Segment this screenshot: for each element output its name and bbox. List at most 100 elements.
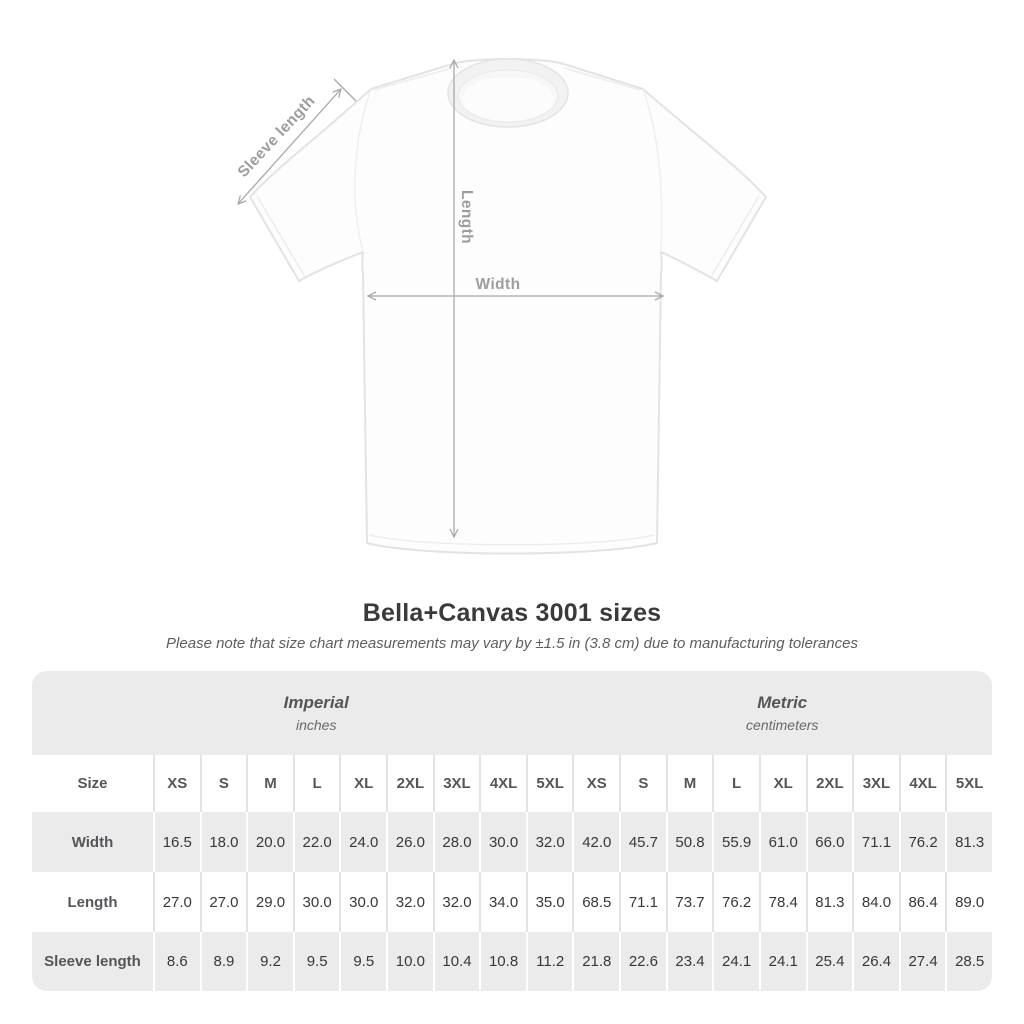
width-label: Width: [475, 276, 521, 293]
size-header-cell: 5XL: [945, 755, 992, 812]
value-cell: 30.0: [292, 872, 340, 932]
value-cell: 8.9: [199, 932, 247, 991]
value-cell: 10.8: [479, 932, 526, 991]
value-cell: 42.0: [572, 812, 619, 872]
size-header-cell: 3XL: [852, 755, 899, 812]
value-cell: 22.0: [292, 812, 340, 872]
tshirt-cuff-stitch-left: [256, 195, 306, 278]
unit-group-header-row: Imperial inches Metric centimeters: [32, 671, 992, 755]
tshirt-shoulder-seam-right: [563, 67, 641, 91]
size-header-cell: 2XL: [386, 755, 433, 812]
size-header-cell: S: [199, 755, 247, 812]
size-header-cell: XS: [153, 755, 200, 812]
value-cell: 20.0: [246, 812, 293, 872]
size-header-cell: XL: [339, 755, 386, 812]
value-cell: 8.6: [153, 932, 200, 991]
tshirt-cuff-stitch-right: [710, 195, 760, 278]
value-cell: 27.0: [199, 872, 247, 932]
tshirt-body: [249, 58, 767, 555]
sleeve-shoulder-tick: [333, 78, 357, 102]
page-subtitle: Please note that size chart measurements…: [166, 635, 858, 652]
value-cell: 10.0: [386, 932, 433, 991]
value-cell: 35.0: [525, 872, 573, 932]
value-cell: 30.0: [339, 872, 386, 932]
metric-label: Metric: [757, 693, 808, 712]
row-label: Width: [71, 833, 114, 851]
tshirt-illustration: [0, 58, 767, 555]
value-cell: 22.6: [619, 932, 666, 991]
value-cell: 71.1: [852, 812, 899, 872]
size-header-cell: 2XL: [805, 755, 853, 812]
metric-group-header: Metric centimeters: [572, 671, 992, 755]
value-cell: 84.0: [852, 872, 899, 932]
value-cell: 50.8: [665, 812, 713, 872]
size-header-cell: M: [246, 755, 293, 812]
size-header-cell: L: [292, 755, 340, 812]
value-cell: 32.0: [525, 812, 573, 872]
value-cell: 28.0: [432, 812, 480, 872]
value-cell: 26.4: [852, 932, 899, 991]
metric-unit-label: centimeters: [746, 717, 819, 733]
value-cell: 27.0: [153, 872, 200, 932]
size-header-cell: 3XL: [432, 755, 480, 812]
value-cell: 45.7: [619, 812, 666, 872]
size-header-row: Size XS S M L XL 2XL 3XL 4XL 5XL XS S M …: [32, 755, 992, 812]
sleeve-length-arrow: [238, 89, 341, 204]
size-header-cell: 4XL: [898, 755, 946, 812]
row-label: Sleeve length: [44, 953, 141, 970]
value-cell: 9.2: [246, 932, 293, 991]
size-header-cell: 5XL: [525, 755, 573, 812]
value-cell: 29.0: [246, 872, 293, 932]
tshirt-armhole-seam-right: [642, 88, 663, 253]
imperial-unit-label: inches: [295, 717, 337, 733]
value-cell: 81.3: [805, 872, 853, 932]
value-cell: 10.4: [432, 932, 480, 991]
value-cell: 68.5: [572, 872, 619, 932]
value-cell: 76.2: [898, 812, 946, 872]
value-cell: 30.0: [479, 812, 526, 872]
value-cell: 18.0: [199, 812, 247, 872]
value-cell: 25.4: [805, 932, 853, 991]
value-cell: 32.0: [432, 872, 480, 932]
tshirt-armhole-seam-left: [354, 88, 372, 253]
value-cell: 71.1: [619, 872, 666, 932]
value-cell: 76.2: [712, 872, 759, 932]
length-row: Length 27.0 27.0 29.0 30.0 30.0 32.0 32.…: [32, 872, 992, 932]
value-cell: 55.9: [712, 812, 759, 872]
value-cell: 32.0: [386, 872, 433, 932]
value-cell: 11.2: [525, 932, 573, 991]
size-header-cell: L: [712, 755, 759, 812]
value-cell: 34.0: [479, 872, 526, 932]
value-cell: 73.7: [665, 872, 713, 932]
tshirt-shoulder-seam-left: [373, 67, 453, 91]
value-cell: 66.0: [805, 812, 853, 872]
value-cell: 27.4: [898, 932, 946, 991]
imperial-group-header: Imperial inches: [32, 671, 572, 755]
value-cell: 24.0: [339, 812, 386, 872]
sleeve-length-row: Sleeve length 8.6 8.9 9.2 9.5 9.5 10.0 1…: [32, 932, 992, 991]
value-cell: 24.1: [758, 932, 806, 991]
value-cell: 78.4: [758, 872, 806, 932]
page-title: Bella+Canvas 3001 sizes: [362, 599, 662, 627]
heading-block: Bella+Canvas 3001 sizes Please note that…: [0, 599, 1024, 652]
value-cell: 9.5: [292, 932, 340, 991]
tshirt-neck-opening: [462, 77, 554, 121]
value-cell: 24.1: [712, 932, 759, 991]
tshirt-measurement-diagram: Sleeve length Length Width: [0, 58, 767, 555]
value-cell: 21.8: [572, 932, 619, 991]
value-cell: 9.5: [339, 932, 386, 991]
size-header-cell: M: [665, 755, 713, 812]
size-header-cell: XL: [758, 755, 806, 812]
row-label: Length: [67, 893, 118, 911]
size-table: Imperial inches Metric centimeters Size …: [32, 671, 992, 991]
length-label: Length: [458, 189, 475, 245]
imperial-label: Imperial: [283, 693, 349, 712]
value-cell: 28.5: [945, 932, 992, 991]
value-cell: 61.0: [758, 812, 806, 872]
value-cell: 89.0: [945, 872, 992, 932]
size-header-cell: S: [619, 755, 666, 812]
size-column-header: Size: [77, 775, 108, 792]
value-cell: 26.0: [386, 812, 433, 872]
value-cell: 86.4: [898, 872, 946, 932]
